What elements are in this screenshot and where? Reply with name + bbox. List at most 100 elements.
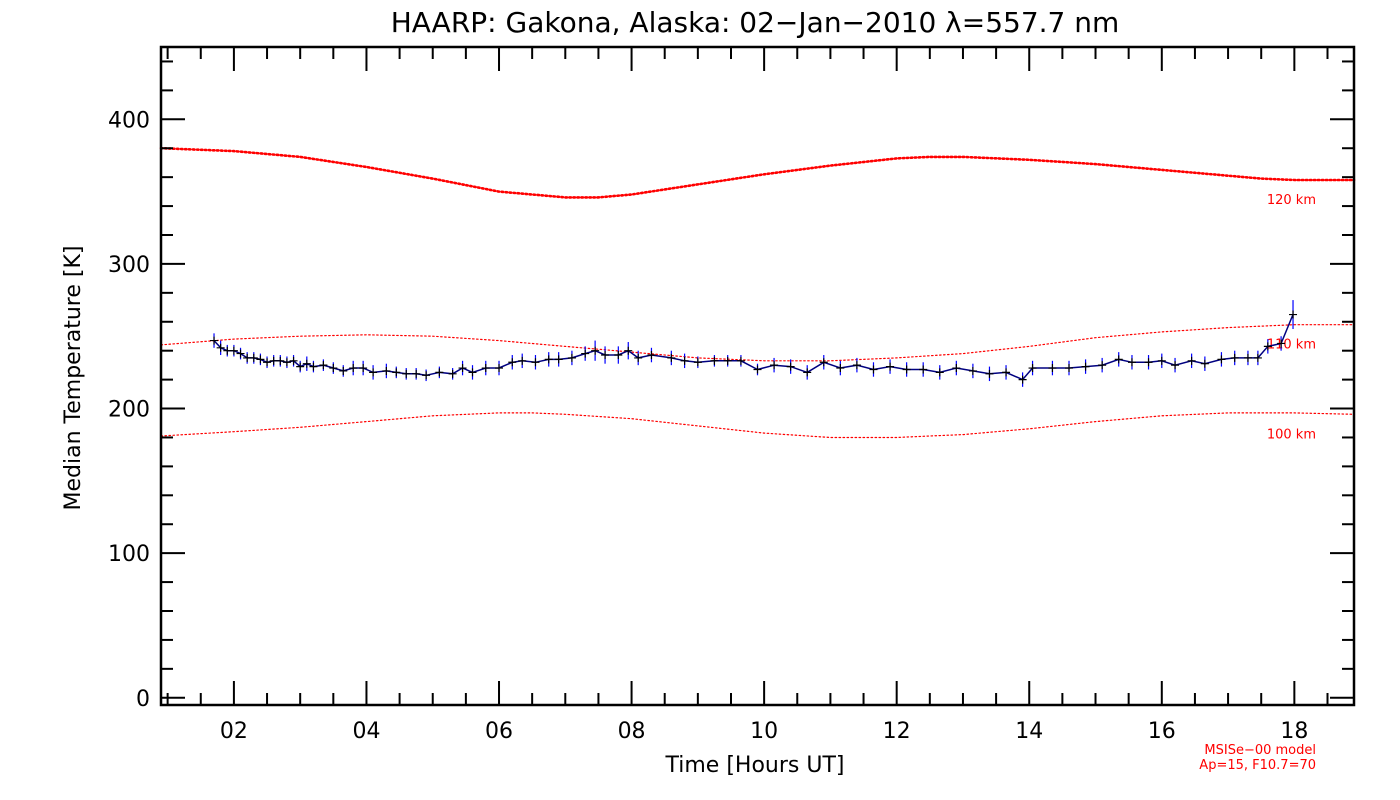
data-point [495,364,504,373]
model-note-line1: MSISe−00 model [1204,743,1316,758]
data-point [282,358,291,367]
data-point [1217,355,1226,364]
plot-frame [159,45,1356,707]
model-label: 110 km [1267,338,1316,353]
data-point [869,365,878,374]
data-point [1127,358,1136,367]
chart-title: HAARP: Gakona, Alaska: 02−Jan−2010 λ=557… [391,6,1120,39]
x-tick-label: 04 [352,719,380,744]
data-point [1002,368,1011,377]
data-point [819,358,828,367]
y-tick-label: 0 [136,687,150,712]
data-point [1171,361,1180,370]
data-point [1277,339,1286,348]
data-point [919,365,928,374]
data-point [481,364,490,373]
data-point [382,366,391,375]
x-tick-label: 16 [1148,719,1176,744]
data-point [554,355,563,364]
data-point [591,346,600,355]
data-point [468,368,477,377]
x-tick-label: 10 [750,719,778,744]
data-point [392,368,401,377]
data-point [1114,355,1123,364]
data-point [803,368,812,377]
measured-line [213,314,1294,381]
y-tick-label: 200 [108,398,150,423]
data-point [902,365,911,374]
data-point [236,349,245,358]
data-point [369,368,378,377]
data-point [359,364,368,373]
data-point [422,371,431,380]
data-point [1098,361,1107,370]
data-point [249,353,258,362]
data-point [634,353,643,362]
x-axis-label: Time [Hours UT] [665,753,845,778]
data-point [1028,364,1037,373]
data-point [263,358,272,367]
model-label: 100 km [1267,427,1316,442]
data-point [302,359,311,368]
data-point [1157,356,1166,365]
data-point [968,366,977,375]
x-tick-label: 08 [618,719,646,744]
data-point [1081,362,1090,371]
data-point [531,358,540,367]
data-point [402,369,411,378]
x-tick-label: 06 [485,719,513,744]
data-point [601,351,610,360]
data-point [329,364,338,373]
data-point [836,364,845,373]
data-point [544,355,553,364]
data-point [693,358,702,367]
data-point [614,351,623,360]
data-point [216,343,225,352]
data-point [435,368,444,377]
data-point [770,361,779,370]
data-point [1253,353,1262,362]
data-point [1289,310,1298,319]
data-point [508,358,517,367]
data-point [1144,358,1153,367]
data-point [581,349,590,358]
data-point [339,366,348,375]
data-point [1065,364,1074,373]
data-point [935,368,944,377]
data-point [319,361,328,370]
data-point [289,356,298,365]
data-point [1263,342,1272,351]
data-point [349,364,358,373]
data-point [680,356,689,365]
data-point [518,356,527,365]
data-point [886,362,895,371]
data-point [296,362,305,371]
data-point [1018,375,1027,384]
data-point [1048,364,1057,373]
data-point [624,346,633,355]
y-tick-label: 300 [108,253,150,278]
data-point [309,362,318,371]
data-point [852,361,861,370]
data-point [276,356,285,365]
y-axis-label: Median Temperature [K] [61,246,86,511]
y-tick-label: 400 [108,108,150,133]
model-note-line2: Ap=15, F10.7=70 [1199,758,1316,773]
data-point [448,369,457,378]
data-point [210,336,219,345]
data-point [256,355,265,364]
data-point [229,346,238,355]
data-point [710,356,719,365]
model-curve-120km [159,146,1356,199]
data-point [1243,353,1252,362]
data-point [412,369,421,378]
data-point [1200,359,1209,368]
data-point [1187,356,1196,365]
x-tick-label: 14 [1015,719,1043,744]
model-curve-110km [160,324,1355,362]
model-label: 120 km [1267,193,1316,208]
x-tick-label: 18 [1280,719,1308,744]
data-point [667,353,676,362]
data-point [647,351,656,360]
